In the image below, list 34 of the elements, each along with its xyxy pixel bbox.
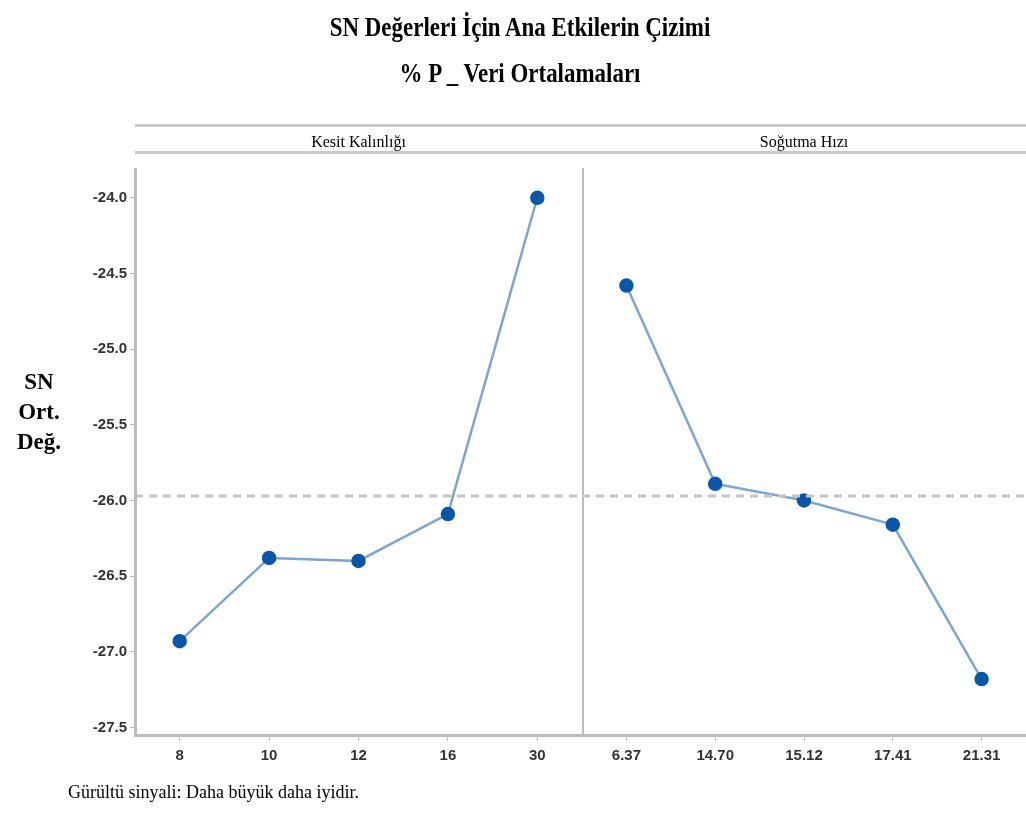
x-tick-label: 17.41 — [874, 746, 912, 764]
y-tick-label: -26.0 — [92, 490, 127, 508]
x-axis-title: Soğutma Hızı — [582, 124, 1026, 154]
x-tick-label: 14.70 — [696, 746, 734, 764]
x-tick-label: 10 — [260, 746, 278, 764]
y-tick-label: -26.5 — [92, 566, 127, 584]
point — [172, 633, 187, 649]
point — [530, 190, 545, 205]
y-axis-title: SN Ort. Değ. — [15, 368, 63, 456]
point — [885, 517, 901, 532]
chart-title: SN Değerleri İçin Ana Etkilerin Çizimi — [328, 12, 712, 43]
point — [440, 506, 456, 522]
x-tick-label: 30 — [528, 746, 546, 764]
x-axis-title: Kesit Kalınlığı — [135, 124, 582, 154]
y-tick-label: -24.0 — [92, 187, 127, 205]
y-tick-label: -25.0 — [92, 339, 127, 357]
text: Gürültü sinyali: Daha büyük daha iyidir. — [68, 782, 359, 803]
chart-subtitle: % P _ Veri Ortalamaları — [398, 58, 642, 89]
y-tick-label: -27.5 — [92, 717, 127, 735]
x-tick-label: 8 — [175, 746, 184, 764]
point — [796, 493, 812, 508]
point — [351, 553, 366, 569]
point — [707, 476, 723, 492]
x-tick-label: 16 — [439, 746, 457, 764]
point — [261, 550, 277, 566]
y-tick-label: -27.0 — [92, 641, 127, 659]
x-tick-label: 15.12 — [785, 746, 823, 764]
point — [619, 278, 634, 293]
y-tick-label: -25.5 — [92, 414, 127, 432]
x-tick-label: 12 — [350, 746, 367, 764]
x-tick-label: 21.31 — [962, 746, 1001, 764]
point — [974, 671, 989, 687]
x-tick-label: 6.37 — [611, 746, 641, 764]
y-tick-label: -24.5 — [92, 263, 127, 281]
